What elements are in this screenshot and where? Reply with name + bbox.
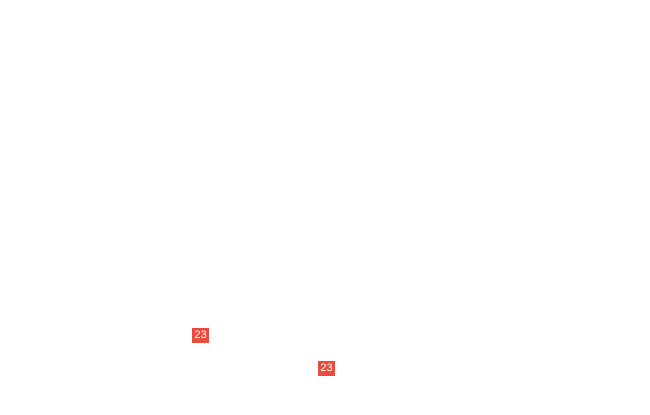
- annotation-mark-badge[interactable]: 23: [192, 328, 209, 343]
- annotation-mark-label: 23: [320, 362, 333, 374]
- annotation-mark-label: 23: [194, 329, 207, 341]
- annotation-mark-badge[interactable]: 23: [318, 361, 335, 376]
